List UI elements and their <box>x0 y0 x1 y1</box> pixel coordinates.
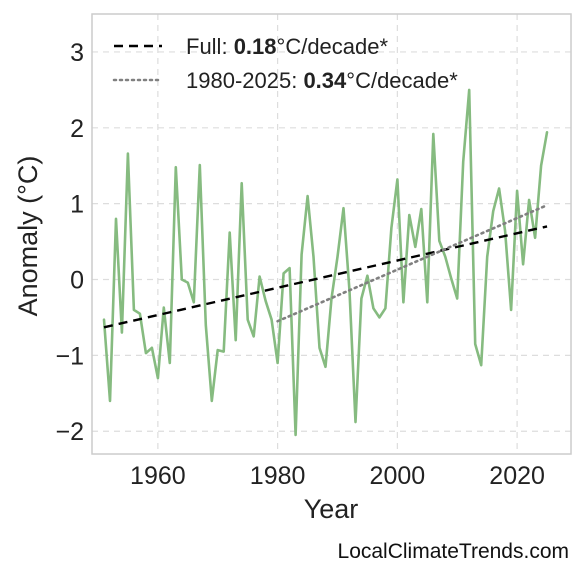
y-tick-label: −1 <box>55 342 84 370</box>
anomaly-series-line <box>104 90 547 435</box>
legend-full-unit: °C/decade* <box>277 34 389 59</box>
legend-label-recent-trend: 1980-2025: 0.34°C/decade* <box>186 68 458 93</box>
x-tick-label: 2020 <box>489 462 545 490</box>
legend-label-full-trend: Full: 0.18°C/decade* <box>186 34 388 59</box>
legend-recent-value: 0.34 <box>303 68 347 93</box>
y-tick-label: −2 <box>55 418 84 446</box>
x-axis-title: Year <box>304 494 359 524</box>
y-tick-labels: −2 −1 0 1 2 3 <box>55 39 84 446</box>
y-axis-title: Anomaly (°C) <box>13 156 43 317</box>
legend: Full: 0.18°C/decade* 1980-2025: 0.34°C/d… <box>114 34 458 93</box>
x-tick-label: 1960 <box>130 462 186 490</box>
site-credit: LocalClimateTrends.com <box>338 540 569 564</box>
x-tick-label: 2000 <box>370 462 426 490</box>
x-tick-label: 1980 <box>250 462 306 490</box>
y-tick-label: 3 <box>70 39 84 67</box>
legend-recent-unit: °C/decade* <box>346 68 458 93</box>
y-tick-label: 2 <box>70 115 84 143</box>
y-tick-label: 0 <box>70 267 84 295</box>
full-trend-line <box>104 226 547 327</box>
legend-full-label: Full: <box>186 34 234 59</box>
chart-svg: 1960 1980 2000 2020 −2 −1 0 1 2 3 Year Anomaly (… <box>0 0 585 540</box>
legend-full-value: 0.18 <box>234 34 277 59</box>
x-tick-labels: 1960 1980 2000 2020 <box>130 462 545 490</box>
y-tick-label: 1 <box>70 191 84 219</box>
series-layer <box>104 90 547 435</box>
legend-recent-label: 1980-2025: <box>186 68 303 93</box>
